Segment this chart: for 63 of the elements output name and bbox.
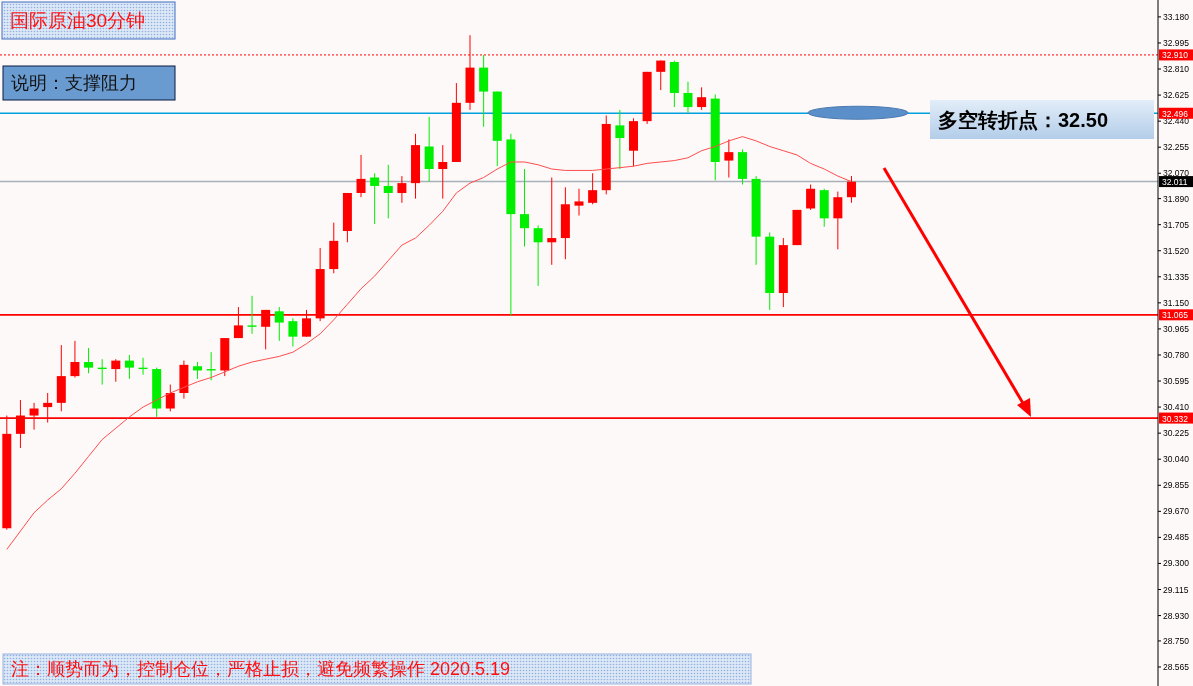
candlestick — [806, 184, 816, 211]
candlestick — [247, 295, 257, 335]
candlestick — [288, 317, 298, 348]
y-tick-label: 30.225 — [1163, 428, 1190, 439]
y-tick-label: 32.995 — [1163, 37, 1190, 48]
y-tick-label: 30.410 — [1163, 402, 1190, 413]
y-tick-label: 30.965 — [1163, 323, 1190, 334]
candlestick — [697, 86, 707, 111]
y-tick-label: 32.070 — [1163, 168, 1190, 179]
y-tick-label: 29.300 — [1163, 558, 1190, 569]
candlestick — [370, 172, 380, 225]
y-tick-label: 31.890 — [1163, 193, 1190, 204]
candlestick — [724, 138, 734, 178]
y-tick-label: 32.255 — [1163, 142, 1190, 153]
y-tick-label: 28.750 — [1163, 635, 1190, 646]
annotation: 注：顺势而为，控制仓位，严格止损，避免频繁操作 2020.5.19 — [11, 659, 511, 680]
candlestick — [615, 109, 625, 170]
candlestick — [424, 116, 434, 183]
candlestick — [356, 154, 366, 198]
y-tick-label: 29.855 — [1163, 480, 1190, 491]
candlestick — [656, 60, 666, 91]
candlestick — [124, 354, 134, 380]
ref-line-label: 30.332 — [1162, 413, 1189, 424]
y-tick-label: 32.625 — [1163, 90, 1190, 101]
y-tick-label: 31.335 — [1163, 271, 1190, 282]
candlestick — [165, 384, 175, 412]
candlestick — [70, 340, 80, 379]
ref-line-label: 31.065 — [1162, 310, 1189, 321]
y-tick-label: 30.595 — [1163, 376, 1190, 387]
y-tick-label: 33.180 — [1163, 11, 1190, 22]
candlestick — [547, 176, 557, 266]
y-tick-label: 31.150 — [1163, 297, 1190, 308]
annotation: 说明：支撑阻力 — [11, 73, 137, 94]
y-tick-label: 31.705 — [1163, 219, 1190, 230]
ref-line-label: 32.910 — [1162, 50, 1189, 61]
y-tick-label: 29.670 — [1163, 506, 1190, 517]
y-tick-label: 28.565 — [1163, 661, 1190, 672]
candlestick — [520, 168, 530, 248]
annotation: 多空转折点：32.50 — [938, 108, 1109, 131]
candlestick — [588, 172, 598, 205]
y-tick-label: 32.440 — [1163, 116, 1190, 127]
y-tick-label: 29.485 — [1163, 532, 1190, 543]
candlestick — [683, 81, 693, 114]
candlestick — [383, 164, 393, 219]
y-tick-label: 30.040 — [1163, 454, 1190, 465]
candlestick — [84, 347, 94, 374]
candlestick — [479, 54, 489, 128]
candlestick — [833, 191, 843, 250]
candlestick — [846, 175, 856, 204]
y-tick-label: 30.780 — [1163, 349, 1190, 360]
ref-line-label: 32.011 — [1162, 177, 1188, 188]
y-tick-label: 29.115 — [1163, 584, 1189, 595]
candlestick — [574, 188, 584, 217]
text: 国际原油30分钟 — [10, 10, 146, 31]
candlestick — [111, 358, 121, 383]
candlestick — [438, 144, 448, 200]
candlestick — [274, 306, 284, 342]
y-tick-label: 31.520 — [1163, 245, 1190, 256]
candlestick — [397, 175, 407, 204]
y-tick-label: 28.930 — [1163, 610, 1190, 621]
ref-line-label: 32.496 — [1162, 108, 1189, 119]
candlestick — [533, 224, 543, 287]
y-tick-label: 32.810 — [1163, 64, 1190, 75]
